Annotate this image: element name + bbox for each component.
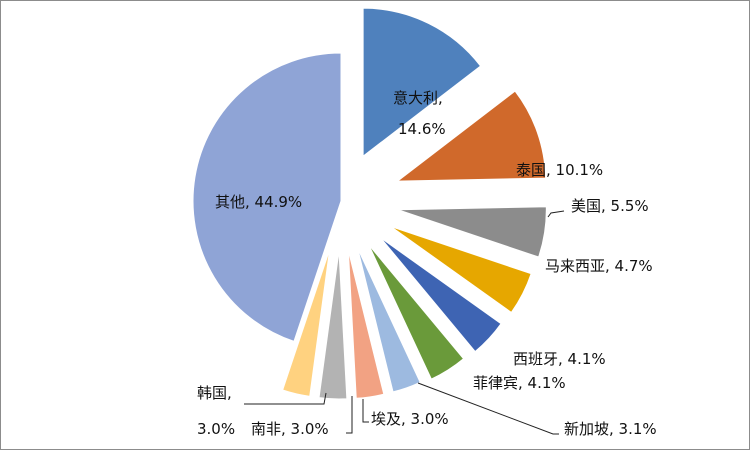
pie-slice-8 — [347, 250, 385, 399]
pie-slice-10 — [281, 249, 331, 397]
data-label-7: 新加坡, 3.1% — [564, 420, 657, 438]
data-label-11: 其他, 44.9% — [215, 193, 302, 211]
data-label-4: 马来西亚, 4.7% — [545, 257, 653, 275]
pie-slice-11 — [192, 52, 342, 342]
slices-layer — [192, 7, 547, 400]
pie-slice-1 — [362, 7, 482, 158]
pie-slice-3 — [398, 206, 547, 258]
leader-line-10 — [244, 392, 327, 405]
pie-slice-2 — [396, 90, 547, 182]
leader-line-8 — [362, 399, 369, 423]
data-label-5: 西班牙, 4.1% — [513, 350, 606, 368]
data-label-10-line-1: 韩国, — [197, 384, 232, 402]
data-labels-layer: 意大利, 14.6% 泰国, 10.1% 美国, 5.5% 马来西亚, 4.7% 西班牙,… — [197, 89, 657, 438]
leader-lines-layer — [244, 210, 565, 435]
leader-line-9 — [346, 396, 353, 434]
data-label-3: 美国, 5.5% — [571, 197, 649, 215]
leader-line-3 — [547, 210, 565, 218]
data-label-6: 菲律宾, 4.1% — [473, 374, 566, 392]
pie-slice-5 — [380, 237, 502, 353]
data-label-2: 泰国, 10.1% — [516, 161, 603, 179]
pie-slice-4 — [390, 226, 532, 314]
data-label-10-line-2: 3.0% — [197, 420, 235, 438]
leader-line-7 — [417, 382, 559, 435]
pie-slice-7 — [357, 247, 421, 393]
data-label-1-line-2: 14.6% — [398, 120, 446, 138]
data-label-9: 南非, 3.0% — [251, 420, 329, 438]
data-label-8: 埃及, 3.0% — [371, 410, 449, 428]
pie-slice-6 — [368, 244, 465, 380]
data-label-1-line-1: 意大利, — [393, 89, 443, 107]
pie-slice-9 — [318, 250, 348, 400]
